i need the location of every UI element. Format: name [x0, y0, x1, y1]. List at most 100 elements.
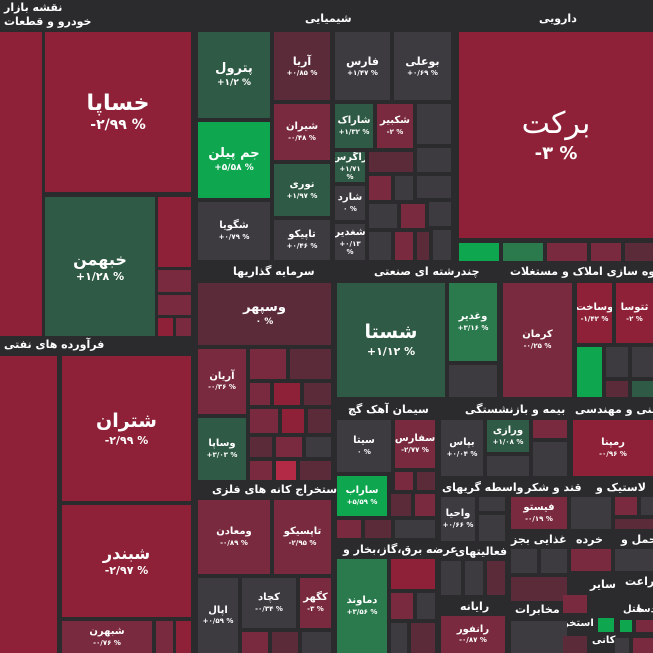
stock-tile-tapiko[interactable]: تاپیکو +۰/۴۶ %	[274, 220, 330, 260]
stock-tile[interactable]	[479, 515, 505, 541]
stock-tile[interactable]	[487, 561, 505, 595]
stock-tile-verazi[interactable]: ورازی +۱/۰۸ %	[487, 420, 529, 452]
stock-tile[interactable]	[606, 347, 628, 377]
stock-tile-safars[interactable]: سفارس -۲/۷۷ %	[395, 420, 435, 468]
stock-tile[interactable]	[417, 472, 435, 490]
stock-tile[interactable]	[250, 461, 272, 480]
stock-tile-noori[interactable]: نوری +۱/۹۷ %	[274, 164, 330, 216]
stock-tile[interactable]	[459, 243, 499, 261]
stock-tile[interactable]	[276, 437, 302, 457]
stock-tile[interactable]	[441, 561, 461, 595]
stock-tile[interactable]	[290, 349, 331, 379]
stock-tile[interactable]	[433, 230, 451, 260]
stock-tile[interactable]	[369, 176, 391, 200]
stock-tile-shakbir[interactable]: شکبیر -۲ %	[377, 104, 413, 148]
stock-tile-sharak[interactable]: شاراک +۱/۳۲ %	[335, 104, 373, 148]
stock-tile[interactable]	[306, 437, 331, 457]
stock-tile-vmaadan[interactable]: ومعادن -۰/۸۹ %	[198, 500, 270, 574]
stock-tile-ranfor[interactable]: رانفور -۰/۸۷ %	[441, 616, 505, 653]
stock-tile-fars[interactable]: فارس +۱/۴۷ %	[335, 32, 390, 100]
stock-tile[interactable]	[411, 623, 435, 653]
stock-tile[interactable]	[391, 559, 435, 589]
stock-tile[interactable]	[391, 593, 413, 619]
stock-tile[interactable]	[533, 442, 567, 476]
stock-tile-rempna[interactable]: رمپنا -۰/۹۶ %	[573, 420, 653, 476]
stock-tile[interactable]	[641, 497, 653, 515]
stock-tile-barkat[interactable]: برکت -۳ %	[459, 32, 653, 238]
stock-tile-shbandar[interactable]: شبندر -۲/۹۷ %	[62, 505, 191, 617]
stock-tile[interactable]	[417, 176, 451, 198]
stock-tile[interactable]	[391, 494, 411, 516]
stock-tile[interactable]	[615, 497, 637, 515]
stock-tile[interactable]	[620, 620, 632, 632]
stock-tile[interactable]	[511, 621, 567, 653]
stock-tile[interactable]	[598, 618, 614, 632]
stock-tile[interactable]	[282, 409, 304, 433]
stock-tile[interactable]	[272, 632, 298, 653]
stock-tile-vaghadir[interactable]: وغدیر +۳/۱۶ %	[449, 283, 497, 361]
stock-tile[interactable]	[417, 232, 429, 260]
stock-tile[interactable]	[625, 243, 653, 261]
stock-tile-vsakht[interactable]: وساخت -۱/۴۲ %	[577, 283, 612, 343]
stock-tile[interactable]	[417, 104, 451, 144]
stock-tile[interactable]	[250, 437, 272, 457]
stock-tile-zagros[interactable]: زاگرس +۱/۷۱ %	[335, 152, 365, 182]
stock-tile[interactable]	[401, 204, 425, 228]
stock-tile[interactable]	[633, 638, 653, 653]
stock-tile-sharad[interactable]: شارد ۰ %	[335, 186, 365, 220]
stock-tile[interactable]	[304, 383, 331, 405]
stock-tile[interactable]	[632, 347, 653, 377]
stock-tile[interactable]	[369, 152, 413, 172]
stock-tile[interactable]	[308, 409, 331, 433]
stock-tile[interactable]	[606, 381, 628, 397]
stock-tile-petrol[interactable]: پترول +۱/۲ %	[198, 32, 270, 118]
stock-tile[interactable]	[250, 409, 278, 433]
stock-tile[interactable]	[503, 243, 543, 261]
stock-tile[interactable]	[176, 318, 191, 336]
stock-tile-boali[interactable]: بوعلی +۰/۶۹ %	[394, 32, 451, 100]
stock-tile-khbahman[interactable]: خبهمن +۱/۲۸ %	[45, 197, 155, 336]
stock-tile[interactable]	[158, 270, 191, 292]
stock-tile[interactable]	[615, 638, 629, 653]
stock-tile[interactable]	[274, 383, 300, 405]
stock-tile[interactable]	[632, 381, 653, 397]
stock-tile-khasapa[interactable]: خساپا -۲/۹۹ %	[45, 32, 191, 192]
stock-tile[interactable]	[395, 176, 413, 200]
stock-tile[interactable]	[156, 621, 173, 653]
stock-tile[interactable]	[591, 243, 621, 261]
stock-tile-kchad[interactable]: کچاد -۰/۳۴ %	[242, 578, 296, 628]
stock-tile-shbahran[interactable]: شبهرن -۰/۷۶ %	[62, 621, 152, 653]
stock-tile-vasapehr[interactable]: وسپهر ۰ %	[198, 283, 331, 345]
stock-tile-shegoya[interactable]: شگویا +۰/۷۹ %	[198, 202, 270, 260]
stock-tile-vaahya[interactable]: واحیا +۰/۶۶ %	[441, 497, 475, 541]
stock-tile-shetran[interactable]: شتران -۲/۹۹ %	[62, 356, 191, 501]
stock-tile-karman[interactable]: کرمان -۰/۲۵ %	[503, 283, 572, 397]
stock-tile[interactable]	[487, 456, 529, 476]
stock-tile[interactable]	[615, 519, 653, 529]
stock-tile[interactable]	[250, 383, 270, 405]
stock-tile[interactable]	[571, 549, 611, 571]
stock-tile[interactable]	[417, 148, 451, 172]
stock-tile-kgohar[interactable]: کگهر -۳ %	[300, 578, 331, 628]
stock-tile-sita[interactable]: سیتا ۰ %	[337, 420, 391, 472]
stock-tile-aryan[interactable]: آریان -۰/۳۶ %	[198, 349, 246, 414]
stock-tile-shgadir[interactable]: شغدیر +۰/۱۳ %	[335, 224, 365, 260]
stock-tile-jampilan[interactable]: جم پیلن +۵/۵۸ %	[198, 122, 270, 198]
stock-tile[interactable]	[158, 318, 173, 336]
stock-tile[interactable]	[479, 497, 505, 511]
stock-tile-damavand[interactable]: دماوند +۳/۵۶ %	[337, 559, 387, 653]
stock-tile-tapsiko[interactable]: تاپسیکو -۲/۹۵ %	[274, 500, 331, 574]
stock-tile[interactable]	[533, 420, 567, 438]
stock-tile[interactable]	[417, 593, 435, 619]
stock-tile-shasta[interactable]: شستا +۱/۱۲ %	[337, 283, 445, 397]
stock-tile[interactable]	[369, 204, 397, 228]
stock-tile[interactable]	[158, 197, 191, 267]
stock-tile-sotosa[interactable]: ثتوسا -۲ %	[616, 283, 653, 343]
stock-tile[interactable]	[563, 636, 587, 653]
stock-tile[interactable]	[563, 595, 587, 613]
stock-tile[interactable]	[369, 232, 391, 260]
stock-tile[interactable]	[449, 365, 497, 397]
stock-tile[interactable]	[465, 561, 483, 595]
stock-tile[interactable]	[391, 623, 407, 653]
stock-tile[interactable]	[395, 472, 413, 490]
